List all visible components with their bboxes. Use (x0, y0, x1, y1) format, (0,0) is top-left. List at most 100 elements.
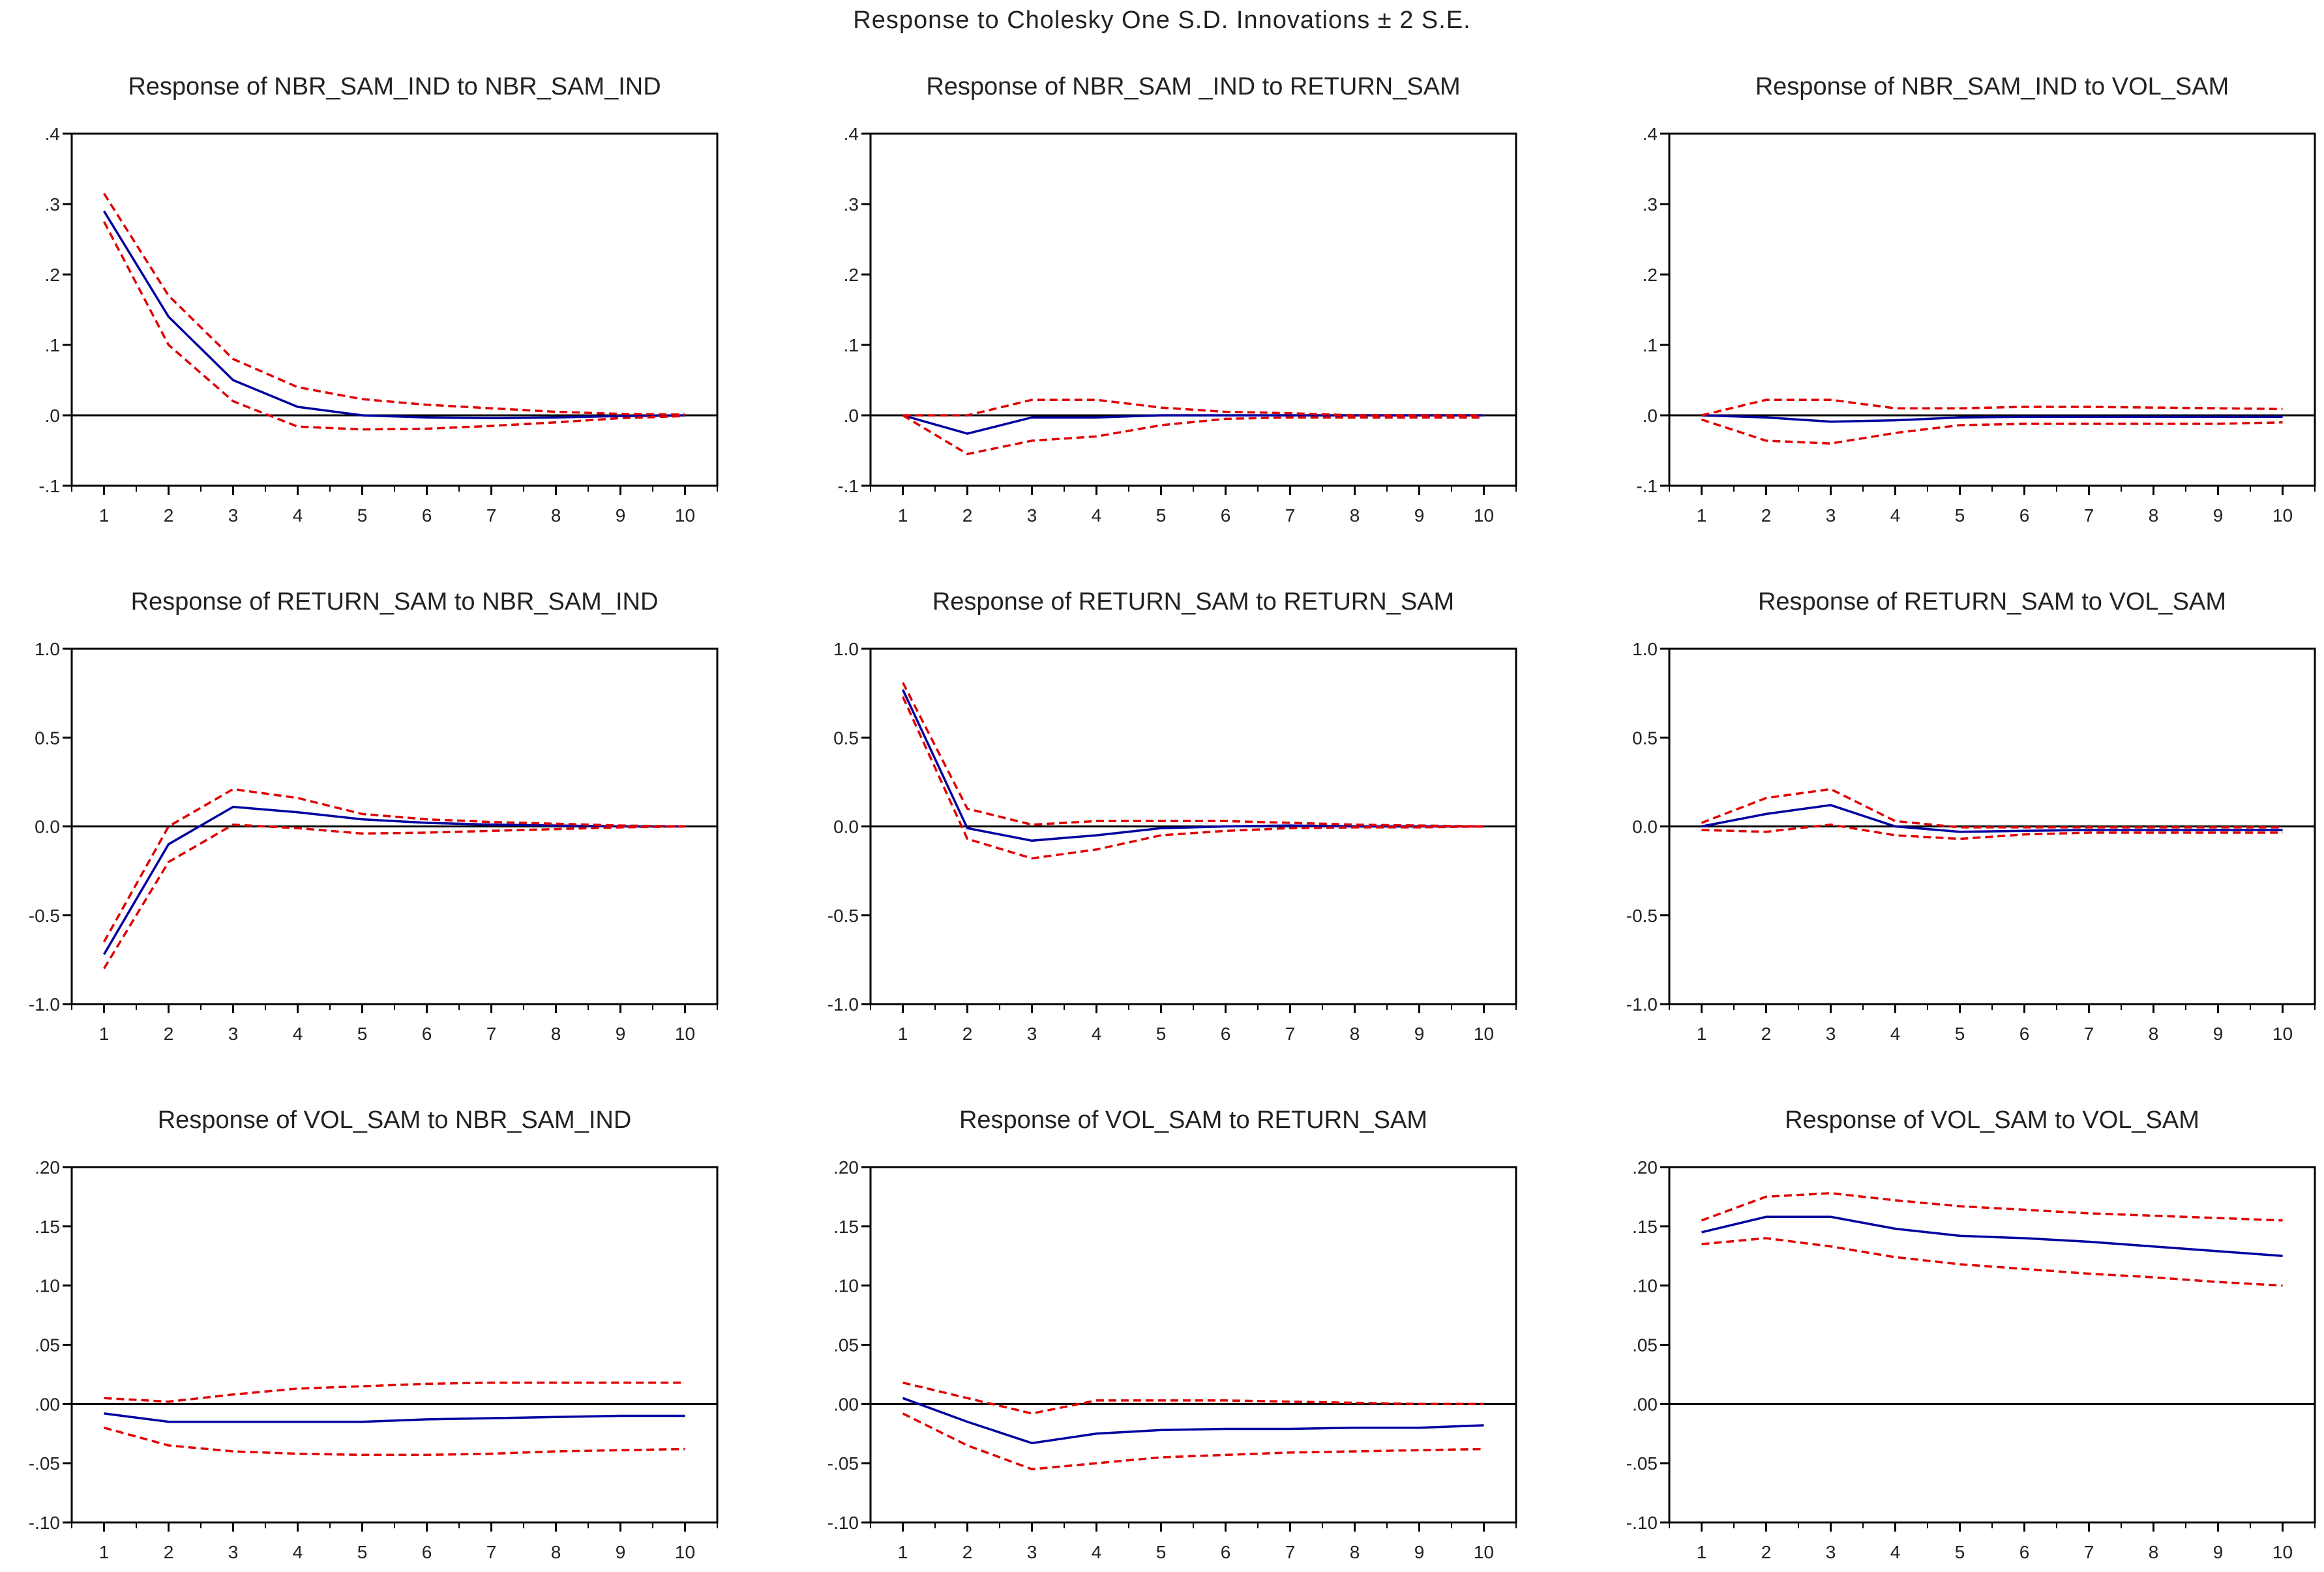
y-tick-label: .05 (833, 1335, 859, 1356)
x-tick-label: 9 (1414, 1024, 1425, 1044)
response-line (104, 1412, 685, 1423)
x-tick-label: 9 (616, 1024, 626, 1044)
x-tick-label: 2 (164, 505, 174, 526)
x-tick-label: 1 (99, 1024, 110, 1044)
x-tick-label: 7 (2084, 1542, 2094, 1562)
x-tick-label: 5 (1156, 1024, 1167, 1044)
x-tick-label: 8 (2149, 1542, 2159, 1562)
panel-title: Response of RETURN_SAM to VOL_SAM (1758, 588, 2226, 615)
y-tick-label: 0.5 (35, 728, 60, 748)
panel-title: Response of RETURN_SAM to RETURN_SAM (932, 588, 1454, 615)
y-tick-label: -0.5 (29, 906, 60, 926)
x-tick-label: 7 (1285, 1542, 1296, 1562)
x-tick-label: 3 (1027, 1024, 1037, 1044)
response-line (902, 414, 1484, 435)
y-tick-label: 0.0 (833, 817, 859, 837)
lower-band-line (1701, 823, 2283, 840)
y-tick-label: 1.0 (833, 639, 859, 659)
x-tick-label: 8 (1350, 1024, 1360, 1044)
upper-band-line (902, 1381, 1484, 1415)
x-tick-label: 3 (228, 505, 239, 526)
y-tick-label: -0.5 (1626, 906, 1658, 926)
x-tick-label: 5 (1955, 1024, 1965, 1044)
y-tick-label: .00 (35, 1394, 60, 1414)
y-tick-label: .4 (1643, 124, 1658, 144)
panel-title: Response of NBR_SAM _IND to RETURN_SAM (926, 73, 1460, 100)
x-tick-label: 5 (1156, 505, 1167, 526)
x-tick-label: 2 (1761, 1024, 1772, 1044)
x-tick-label: 6 (422, 1542, 432, 1562)
x-tick-label: 10 (675, 1024, 695, 1044)
x-tick-label: 10 (675, 505, 695, 526)
irf-panel-8: Response of VOL_SAM to RETURN_SAM .20 .15.… (827, 1106, 1517, 1562)
y-tick-label: .2 (45, 265, 60, 285)
x-tick-label: 10 (1474, 1542, 1494, 1562)
x-tick-label: 7 (2084, 1024, 2094, 1044)
x-tick-label: 3 (228, 1024, 239, 1044)
y-tick-label: .20 (1632, 1157, 1658, 1178)
panel-title: Response of RETURN_SAM to NBR_SAM_IND (131, 588, 659, 615)
y-tick-label: .10 (35, 1276, 60, 1296)
y-tick-label: .10 (1632, 1276, 1658, 1296)
plot-frame (1668, 132, 2316, 487)
x-tick-label: 6 (2019, 1024, 2030, 1044)
y-tick-label: .15 (1632, 1217, 1658, 1237)
x-tick-label: 7 (1285, 505, 1296, 526)
x-tick-label: 5 (357, 1542, 368, 1562)
x-tick-label: 8 (551, 1542, 561, 1562)
y-tick-label: .05 (1632, 1335, 1658, 1356)
y-tick-label: .2 (844, 265, 859, 285)
lower-band-line (102, 221, 685, 431)
y-tick-label: 0.0 (35, 817, 60, 837)
y-tick-label: -.1 (837, 476, 859, 496)
x-tick-label: 9 (2213, 1542, 2224, 1562)
upper-band-line (1701, 1192, 2283, 1222)
irf-panel-9: Response of VOL_SAM to VOL_SAM .20 .15 .10.… (1626, 1106, 2316, 1562)
panel-title: Response of VOL_SAM to NBR_SAM_IND (158, 1106, 632, 1134)
y-tick-label: .00 (833, 1394, 859, 1414)
response-line (1701, 1215, 2283, 1258)
y-tick-label: .1 (1643, 335, 1658, 355)
x-tick-label: 4 (1890, 1024, 1901, 1044)
x-tick-label: 5 (1955, 505, 1965, 526)
x-tick-label: 5 (357, 1024, 368, 1044)
y-tick-label: 1.0 (1632, 639, 1658, 659)
y-tick-label: .4 (45, 124, 60, 144)
x-tick-label: 9 (1414, 505, 1425, 526)
lower-band-line (104, 1427, 685, 1457)
y-tick-label: .4 (844, 124, 859, 144)
y-tick-label: .20 (833, 1157, 859, 1178)
x-tick-label: 6 (422, 1024, 432, 1044)
x-tick-label: 1 (1697, 505, 1707, 526)
y-tick-label: -.10 (827, 1513, 859, 1533)
x-tick-label: 10 (2272, 505, 2293, 526)
y-tick-label: -.05 (827, 1453, 859, 1474)
upper-band-line (1701, 398, 2283, 417)
x-tick-label: 6 (2019, 1542, 2030, 1562)
y-tick-label: .0 (45, 406, 60, 426)
y-tick-label: .3 (844, 194, 859, 215)
x-tick-label: 10 (2272, 1024, 2293, 1044)
response-line (1701, 414, 2283, 423)
x-tick-label: 7 (2084, 505, 2094, 526)
x-tick-label: 6 (1221, 1024, 1231, 1044)
x-tick-label: 2 (1761, 505, 1772, 526)
x-tick-label: 8 (551, 505, 561, 526)
x-tick-label: 4 (293, 1542, 303, 1562)
y-tick-label: .0 (1643, 406, 1658, 426)
x-tick-label: 1 (99, 1542, 110, 1562)
x-tick-label: 1 (898, 1024, 908, 1044)
lower-band-line (902, 414, 1484, 456)
y-tick-label: 0.5 (833, 728, 859, 748)
response-line (901, 689, 1484, 842)
x-tick-label: 3 (1826, 505, 1836, 526)
y-tick-label: .20 (35, 1157, 60, 1178)
x-tick-label: 3 (1826, 1024, 1836, 1044)
irf-panel-3: Response of NBR_SAM_IND to VOL_SAM .4 .3 .2… (1636, 73, 2316, 526)
x-tick-label: 10 (1474, 1024, 1494, 1044)
x-tick-label: 8 (551, 1024, 561, 1044)
upper-band-line (102, 788, 685, 943)
lower-band-line (1701, 1237, 2283, 1287)
x-tick-label: 5 (357, 505, 368, 526)
